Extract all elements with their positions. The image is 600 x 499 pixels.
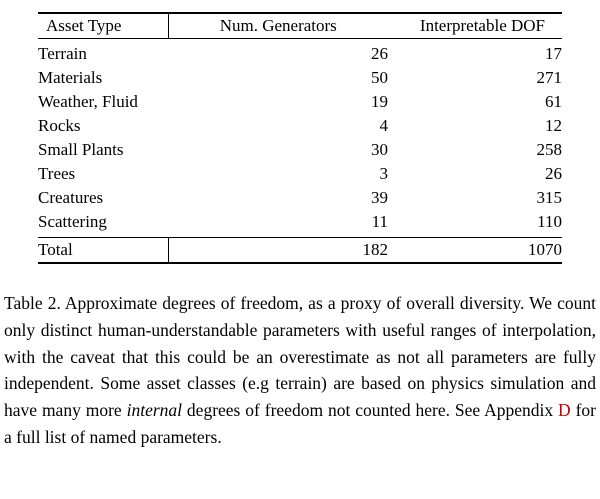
caption-text-2: degrees of freedom not counted here. See… [182, 400, 559, 421]
generators-cell: 11 [371, 212, 388, 231]
generators-cell: 3 [379, 164, 389, 183]
caption-italic-internal: internal [126, 400, 183, 421]
asset-type-cell: Creatures [38, 188, 104, 207]
dof-cell: 61 [545, 92, 562, 111]
dof-cell: 271 [536, 68, 563, 87]
header-num-generators: Num. Generators [167, 13, 388, 39]
generators-cell: 30 [371, 140, 388, 159]
dof-cell: 258 [536, 140, 563, 159]
dof-cell: 26 [545, 164, 562, 183]
table-row: Weather, Fluid 19 61 [38, 90, 562, 114]
table-row: Small Plants 30 258 [38, 138, 562, 162]
dof-cell: 12 [545, 116, 562, 135]
table-row: Trees 3 26 [38, 162, 562, 186]
asset-type-cell: Scattering [38, 212, 107, 231]
table-body: Terrain 26 17 Materials 50 271 Weather, … [38, 39, 562, 238]
generators-cell: 26 [371, 44, 388, 63]
table-row: Terrain 26 17 [38, 39, 562, 67]
header-interpretable-dof: Interpretable DOF [419, 16, 545, 35]
table-row: Creatures 39 315 [38, 186, 562, 210]
asset-type-cell: Trees [38, 164, 76, 183]
table-row: Rocks 4 12 [38, 114, 562, 138]
total-label-cell: Total [38, 240, 73, 259]
table-row: Scattering 11 110 [38, 210, 562, 238]
asset-type-cell: Weather, Fluid [38, 92, 138, 111]
caption-label: Table 2. [4, 293, 61, 313]
table-caption: Table 2. Approximate degrees of freedom, … [4, 290, 596, 451]
appendix-d-link[interactable]: D [558, 400, 571, 421]
table-total-row: Total 182 1070 [38, 237, 562, 263]
total-generators-cell: 182 [167, 237, 388, 263]
dof-cell: 315 [536, 188, 563, 207]
header-asset-type: Asset Type [46, 16, 122, 35]
dof-cell: 17 [545, 44, 562, 63]
asset-type-cell: Terrain [38, 44, 87, 63]
table-header-row: Asset Type Num. Generators Interpretable… [38, 13, 562, 39]
generators-cell: 4 [379, 116, 389, 135]
asset-type-cell: Materials [38, 68, 103, 87]
asset-type-cell: Rocks [38, 116, 81, 135]
dof-cell: 110 [537, 212, 562, 231]
total-dof-cell: 1070 [528, 240, 562, 259]
generators-cell: 50 [371, 68, 388, 87]
generators-cell: 19 [371, 92, 388, 111]
generators-cell: 39 [371, 188, 388, 207]
caption-text-3: for a full list of named parameters. [4, 400, 596, 447]
table-row: Materials 50 271 [38, 66, 562, 90]
caption-text-1: Approximate degrees of freedom, as a pro… [4, 293, 596, 421]
dof-table: Asset Type Num. Generators Interpretable… [38, 12, 562, 264]
asset-type-cell: Small Plants [38, 140, 124, 159]
